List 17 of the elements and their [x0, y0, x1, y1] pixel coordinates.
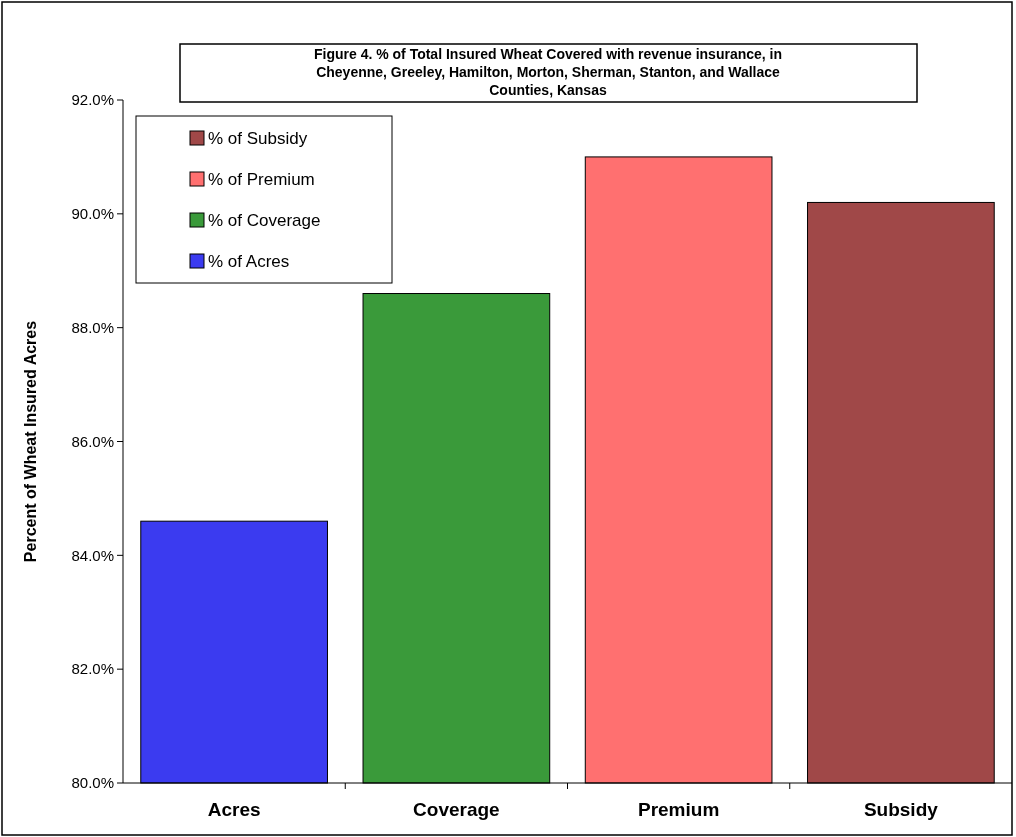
x-tick-label: Coverage	[413, 799, 500, 820]
legend-label: % of Subsidy	[208, 128, 308, 148]
y-axis-title: Percent of Wheat Insured Acres	[22, 320, 39, 563]
y-tick-label: 90.0%	[71, 205, 114, 223]
y-tick-label: 80.0%	[71, 774, 114, 792]
y-tick-label: 92.0%	[71, 91, 114, 109]
x-tick-label: Premium	[637, 799, 720, 820]
legend-label: % of Premium	[208, 169, 315, 189]
y-tick-label: 82.0%	[71, 660, 114, 678]
y-tick-label: 86.0%	[71, 432, 114, 450]
x-tick-label: Subsidy	[863, 799, 939, 820]
legend-label: % of Acres	[208, 251, 290, 271]
y-tick-label: 88.0%	[71, 318, 114, 336]
chart-title: Figure 4. % of Total Insured Wheat Covered with revenue insurance, in Cheyenne, Greeley, Hamilton, Morton, Sherman, Stanton, and Wallace Counties, Kansas	[313, 46, 783, 98]
x-tick-label: Acres	[207, 799, 261, 820]
legend-label: % of Coverage	[208, 210, 321, 230]
y-tick-label: 84.0%	[71, 546, 114, 564]
